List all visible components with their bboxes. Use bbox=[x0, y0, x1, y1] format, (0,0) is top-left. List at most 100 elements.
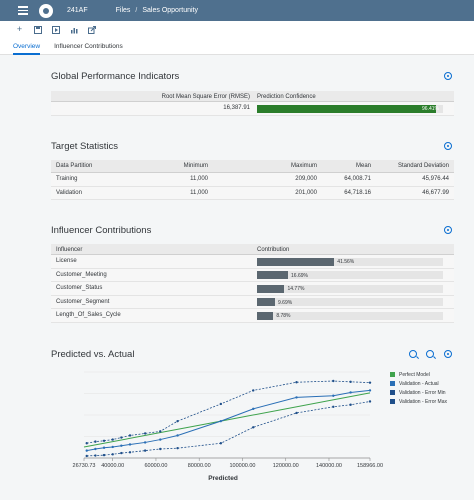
save-icon[interactable] bbox=[33, 25, 42, 34]
influencer-row[interactable]: Customer_Meeting 16.69% bbox=[51, 268, 454, 282]
data-point bbox=[143, 432, 147, 435]
data-point bbox=[94, 447, 97, 451]
influencer-row[interactable]: Customer_Status 14.77% bbox=[51, 282, 454, 296]
data-point bbox=[111, 453, 114, 456]
data-point bbox=[176, 434, 179, 437]
data-point bbox=[295, 396, 298, 399]
avatar[interactable] bbox=[39, 3, 53, 18]
target-col-partition: Data Partition bbox=[56, 163, 93, 169]
target-row-validation: Validation 11,000 201,000 64,718.16 46,6… bbox=[51, 186, 454, 200]
x-tick-label: 120000.00 bbox=[273, 463, 299, 469]
legend-label: Validation - Error Max bbox=[399, 399, 447, 405]
data-point bbox=[143, 449, 147, 452]
series-line-3 bbox=[86, 380, 371, 444]
play-icon[interactable] bbox=[51, 25, 60, 34]
influencer-name: Length_Of_Sales_Cycle bbox=[56, 312, 121, 318]
tab-overview[interactable]: Overview bbox=[13, 38, 41, 55]
influencer-name: License bbox=[56, 258, 77, 264]
x-tick-label: 26730.73 bbox=[73, 463, 96, 469]
influencer-row[interactable]: License 41.56% bbox=[51, 255, 454, 269]
data-point bbox=[349, 391, 352, 394]
data-point bbox=[332, 379, 335, 383]
shell-bar: 241AF Files / Sales Opportunity bbox=[0, 0, 474, 21]
influencer-col-name: Influencer bbox=[56, 247, 83, 253]
data-point bbox=[85, 449, 88, 452]
tab-influencer-contributions[interactable]: Influencer Contributions bbox=[54, 43, 123, 50]
legend-label: Validation - Error Min bbox=[399, 390, 446, 396]
export-icon[interactable] bbox=[87, 25, 96, 34]
chart-icon[interactable] bbox=[69, 25, 78, 34]
stddev-cell: 46,677.99 bbox=[422, 189, 449, 196]
data-point bbox=[368, 400, 372, 403]
legend-swatch bbox=[390, 399, 395, 404]
x-tick-label: 80000.00 bbox=[188, 463, 211, 469]
data-point bbox=[368, 381, 372, 384]
tab-bar: Overview Influencer Contributions bbox=[0, 38, 474, 55]
influencer-row[interactable]: Customer_Segment 9.69% bbox=[51, 295, 454, 309]
pva-title: Predicted vs. Actual bbox=[51, 349, 135, 360]
target-col-minimum: Minimum bbox=[183, 163, 208, 169]
breadcrumb-files[interactable]: Files bbox=[115, 7, 131, 14]
contribution-value: 9.69% bbox=[278, 299, 293, 306]
contribution-bar-fill bbox=[257, 284, 285, 293]
data-point bbox=[143, 441, 147, 444]
data-point bbox=[94, 454, 97, 457]
contribution-bar: 9.69% bbox=[257, 298, 443, 306]
confidence-bar-fill bbox=[257, 104, 437, 113]
contribution-bar-fill bbox=[257, 298, 276, 306]
contribution-bar-fill bbox=[257, 311, 274, 320]
contribution-bar: 16.69% bbox=[257, 271, 443, 279]
gpi-settings-icon[interactable] bbox=[444, 72, 452, 80]
data-point bbox=[159, 447, 162, 451]
influencer-table: Influencer Contribution License 41.56% C… bbox=[51, 244, 454, 323]
legend-label: Perfect Model bbox=[399, 372, 430, 378]
influencer-col-contribution: Contribution bbox=[257, 247, 290, 253]
zoom-out-icon[interactable] bbox=[426, 350, 434, 358]
data-point bbox=[332, 394, 335, 397]
data-point bbox=[120, 444, 123, 447]
influencer-settings-icon[interactable] bbox=[444, 226, 452, 234]
series-line-1 bbox=[86, 389, 371, 452]
add-icon[interactable]: + bbox=[16, 24, 23, 34]
contribution-bar-fill bbox=[257, 257, 335, 266]
x-tick-label: 60000.00 bbox=[144, 463, 167, 469]
target-row-training: Training 11,000 209,000 64,008.71 45,976… bbox=[51, 173, 454, 187]
zoom-in-icon[interactable] bbox=[409, 350, 417, 358]
data-point bbox=[295, 381, 298, 384]
rmse-header: Root Mean Square Error (RMSE) bbox=[161, 94, 250, 100]
data-point bbox=[252, 407, 255, 411]
stddev-cell: 45,976.44 bbox=[422, 176, 449, 182]
data-point bbox=[111, 438, 114, 441]
data-point bbox=[111, 445, 114, 449]
confidence-bar: 96.41% bbox=[257, 104, 443, 113]
x-axis-label: Predicted bbox=[208, 475, 238, 482]
breadcrumb-sales-opportunity: Sales Opportunity bbox=[142, 7, 199, 14]
data-point bbox=[94, 440, 97, 443]
data-point bbox=[252, 389, 255, 392]
target-settings-icon[interactable] bbox=[444, 142, 452, 150]
legend-swatch bbox=[390, 381, 395, 386]
app-title: 241AF bbox=[67, 7, 88, 14]
data-point bbox=[219, 442, 223, 445]
rmse-value: 16,387.91 bbox=[223, 105, 250, 111]
influencer-name: Customer_Status bbox=[56, 285, 103, 291]
pva-settings-icon[interactable] bbox=[444, 350, 452, 358]
pva-chart: 26730.73 40000.00 60000.00 80000.00 100000.0… bbox=[73, 371, 447, 482]
legend-label: Validation - Actual bbox=[399, 381, 439, 387]
data-point bbox=[219, 419, 223, 423]
influencer-row[interactable]: Length_Of_Sales_Cycle 8.78% bbox=[51, 309, 454, 323]
x-tick-label: 158966.00 bbox=[357, 463, 383, 469]
data-point bbox=[120, 451, 123, 455]
influencer-name: Customer_Meeting bbox=[56, 271, 107, 278]
data-point bbox=[85, 454, 88, 458]
data-point bbox=[176, 446, 179, 450]
gpi-row: 16,387.91 96.41% bbox=[51, 102, 454, 116]
gpi-table: Root Mean Square Error (RMSE) Prediction… bbox=[51, 91, 454, 116]
data-point bbox=[159, 430, 162, 433]
data-point bbox=[349, 403, 352, 406]
data-point bbox=[219, 402, 223, 406]
menu-icon[interactable] bbox=[12, 0, 33, 21]
legend-swatch bbox=[390, 390, 395, 395]
contribution-bar: 14.77% bbox=[257, 284, 443, 293]
minimum-cell: 11,000 bbox=[190, 189, 208, 196]
